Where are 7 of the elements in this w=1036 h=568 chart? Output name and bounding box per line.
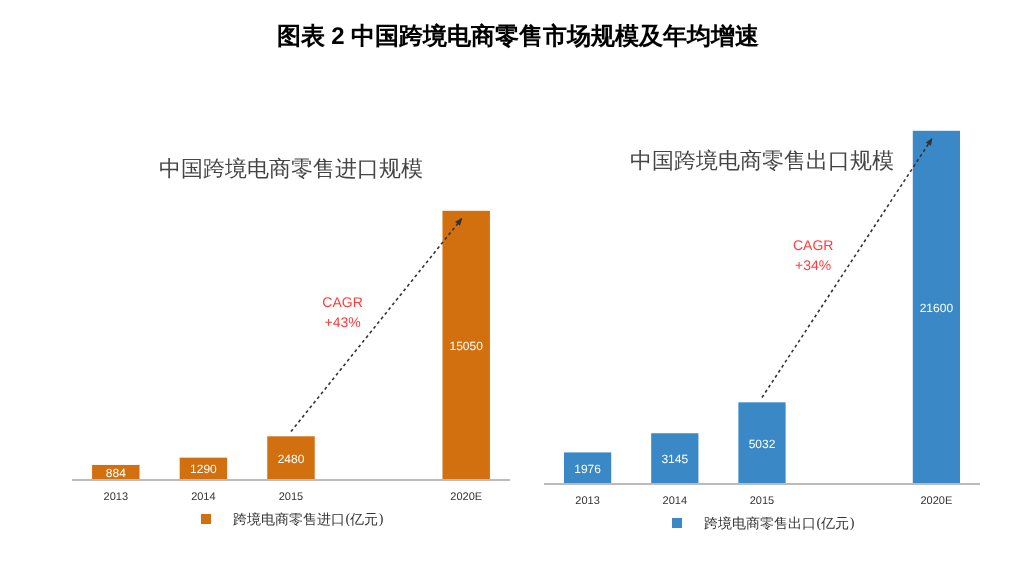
bar bbox=[911, 129, 962, 485]
text: 图表 2 中国跨境电商零售市场规模及年均增速 bbox=[276, 22, 762, 50]
text: 中国跨境电商零售出口规模 bbox=[630, 148, 894, 174]
bar bbox=[649, 431, 701, 485]
chart-title: 中国跨境电商零售进口规模 bbox=[159, 156, 423, 182]
bar bbox=[440, 209, 492, 481]
bar bbox=[736, 400, 788, 485]
